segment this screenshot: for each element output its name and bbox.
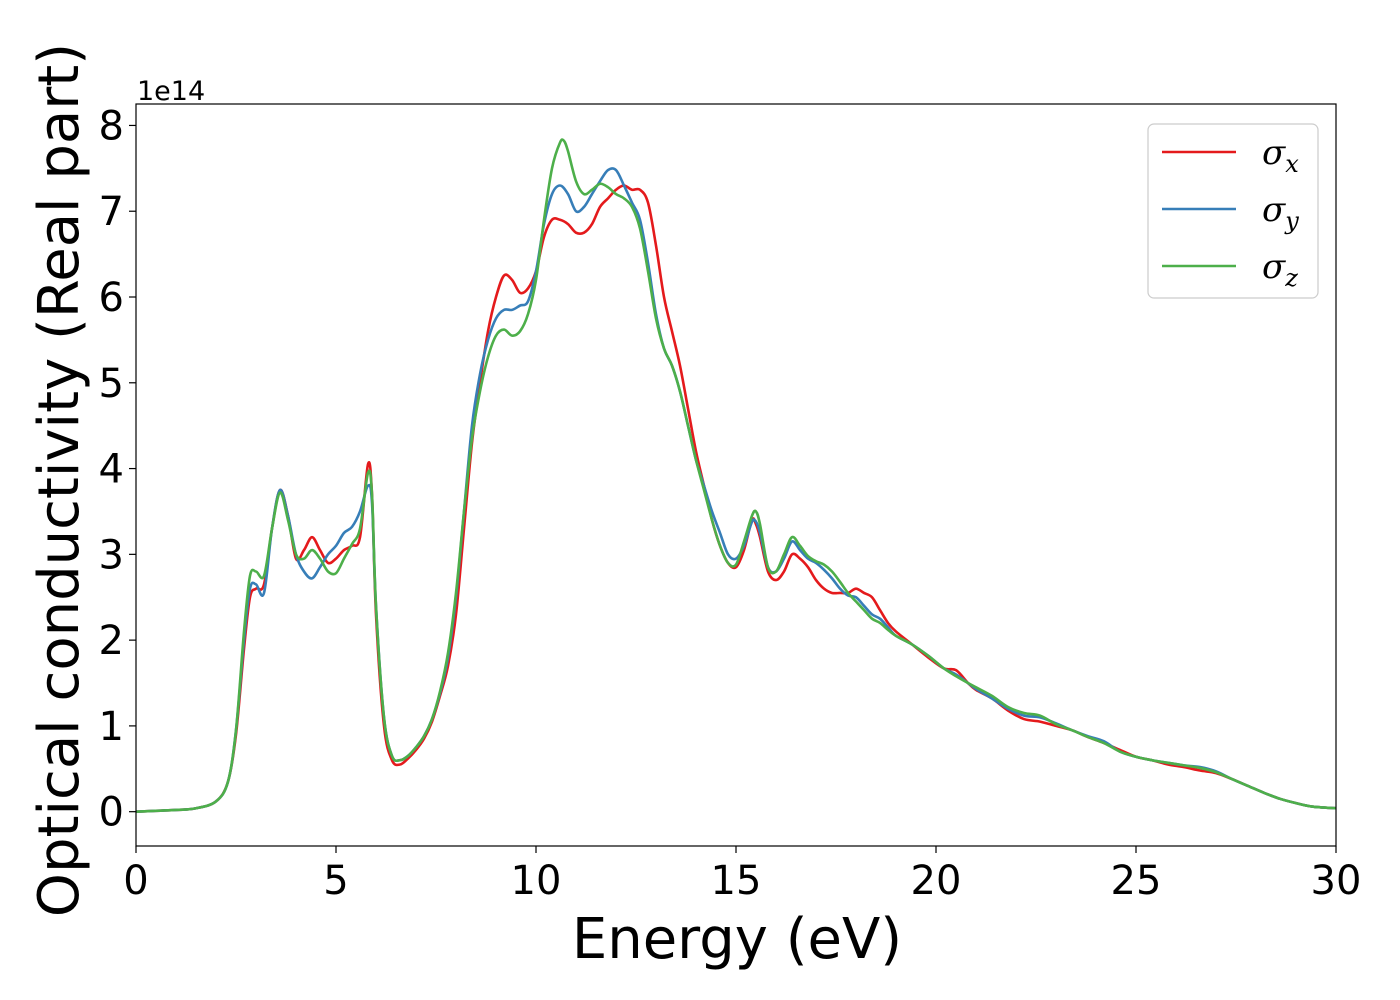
y-axis-title: Optical conductivity (Real part) <box>27 43 92 917</box>
x-tick-label: 20 <box>911 858 962 904</box>
x-tick-label: 25 <box>1111 858 1162 904</box>
legend-box <box>1147 123 1319 299</box>
series-lines <box>136 138 1336 813</box>
y-tick-label: 1 <box>99 704 124 750</box>
y-tick-label: 4 <box>99 447 124 493</box>
y-tick-label: 5 <box>99 361 124 407</box>
plot-area <box>136 138 1336 813</box>
y-tick-label: 6 <box>99 275 124 321</box>
x-tick-label: 30 <box>1311 858 1362 904</box>
y-tick-label: 0 <box>99 790 124 836</box>
y-offset-label: 1e14 <box>137 76 205 107</box>
y-tick-label: 7 <box>99 189 124 235</box>
y-tick-label: 2 <box>99 618 124 664</box>
legend-label-x: σx <box>1262 133 1299 178</box>
x-tick-label: 15 <box>711 858 762 904</box>
x-tick-label: 0 <box>123 858 148 904</box>
x-axis-title: Energy (eV) <box>572 907 902 972</box>
y-tick-label: 8 <box>99 103 124 149</box>
x-tick-label: 5 <box>323 858 348 904</box>
x-tick-label: 10 <box>511 858 562 904</box>
axes: 0 5 10 15 20 25 30 0 1 2 3 4 5 6 7 8 <box>99 103 1362 904</box>
series-line-z <box>136 138 1336 813</box>
y-tick-label: 3 <box>99 532 124 578</box>
